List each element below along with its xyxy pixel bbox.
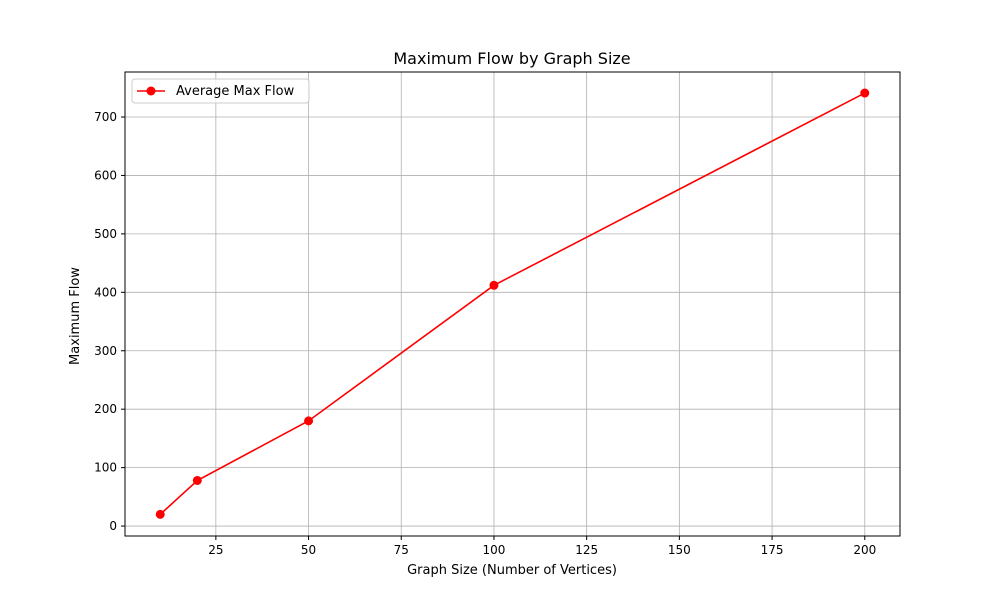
x-tick-label: 175	[761, 543, 784, 557]
data-point	[489, 280, 499, 290]
data-point	[155, 509, 165, 519]
y-tick-label: 0	[109, 519, 117, 533]
x-tick-label: 150	[668, 543, 691, 557]
y-axis-label: Maximum Flow	[68, 267, 83, 365]
legend-box	[131, 78, 310, 104]
legend: Average Max Flow	[131, 78, 310, 104]
data-point	[192, 475, 202, 485]
x-tick-label: 200	[853, 543, 876, 557]
y-tick-label: 500	[94, 227, 117, 241]
chart-title: Maximum Flow by Graph Size	[393, 49, 630, 68]
axis-ticks: 25 50 75 100 125 150 175 200 0 100 200 300 400 500 600…	[94, 110, 876, 557]
y-tick-label: 600	[94, 168, 117, 182]
x-axis-label: Graph Size (Number of Vertices)	[407, 563, 617, 578]
legend-label-average-max-flow: Average Max Flow	[176, 84, 295, 99]
x-tick-label: 100	[483, 543, 506, 557]
y-tick-label: 400	[94, 285, 117, 299]
y-tick-label: 100	[94, 461, 117, 475]
x-tick-label: 25	[208, 543, 223, 557]
x-tick-label: 75	[394, 543, 409, 557]
x-tick-label: 125	[575, 543, 598, 557]
y-tick-label: 700	[94, 110, 117, 124]
y-tick-label: 200	[94, 402, 117, 416]
plot-area-frame	[124, 71, 901, 537]
series-layer	[155, 88, 870, 519]
y-tick-label: 300	[94, 344, 117, 358]
grid	[125, 72, 900, 536]
x-tick-label: 50	[301, 543, 316, 557]
data-point	[860, 88, 870, 98]
data-point	[304, 416, 314, 426]
legend-marker-sample	[146, 86, 156, 96]
